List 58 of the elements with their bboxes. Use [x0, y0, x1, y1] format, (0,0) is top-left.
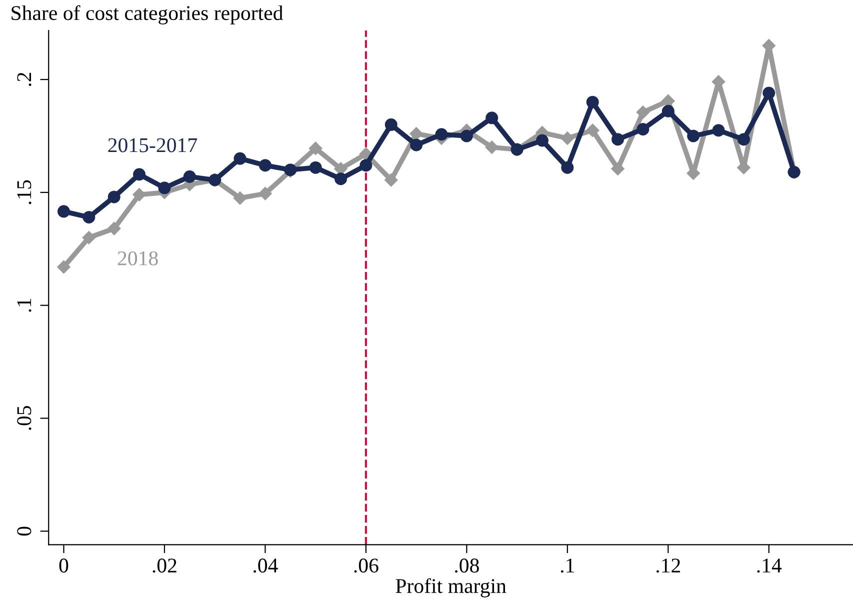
point	[586, 124, 600, 137]
point	[334, 172, 348, 186]
point	[309, 161, 322, 174]
point	[57, 260, 70, 274]
point	[258, 159, 272, 172]
point	[360, 159, 372, 172]
point	[158, 182, 171, 194]
point	[258, 186, 272, 200]
x-tick-label: .02	[152, 558, 176, 573]
point	[636, 122, 650, 136]
point	[662, 104, 674, 118]
point	[737, 133, 750, 146]
point	[460, 130, 473, 142]
point	[132, 188, 146, 202]
y-tick-label: .15	[17, 180, 32, 204]
x-tick-label: .1	[560, 558, 574, 573]
point	[82, 231, 96, 244]
y-tick-label: .1	[17, 298, 32, 312]
point	[108, 222, 121, 236]
point	[586, 96, 599, 108]
point	[384, 173, 398, 187]
point	[233, 191, 247, 205]
x-tick-label: 0	[59, 558, 68, 573]
point	[486, 112, 498, 124]
series-label: 2015-2017	[108, 138, 198, 152]
x-axis-title: Profit margin	[396, 578, 506, 598]
point	[410, 127, 423, 140]
y-tick-label: 0	[17, 526, 32, 536]
point	[384, 118, 398, 131]
point	[308, 142, 322, 155]
x-tick-label: .06	[354, 558, 378, 573]
point	[712, 124, 725, 137]
chart-title: Share of cost categories reported	[12, 5, 284, 24]
point	[334, 162, 348, 176]
point	[108, 190, 120, 204]
series-label: 2018	[118, 251, 158, 266]
point	[561, 161, 574, 174]
y-tick-label: .05	[17, 406, 32, 430]
point	[612, 133, 624, 146]
y-tick-label: .2	[17, 72, 32, 86]
x-tick-label: .04	[254, 558, 278, 573]
x-tick-label: .14	[757, 558, 782, 573]
point	[687, 130, 700, 142]
point	[410, 138, 423, 152]
point	[183, 170, 196, 183]
point	[485, 140, 498, 154]
point	[560, 132, 574, 145]
point	[536, 134, 548, 147]
point	[133, 168, 146, 181]
point	[435, 128, 448, 141]
point	[636, 106, 650, 119]
point	[57, 205, 70, 218]
point	[234, 152, 246, 165]
x-tick-label: .12	[656, 558, 680, 573]
point	[82, 211, 96, 224]
x-tick-label: .08	[455, 558, 479, 573]
point	[762, 86, 776, 100]
point	[611, 162, 624, 176]
